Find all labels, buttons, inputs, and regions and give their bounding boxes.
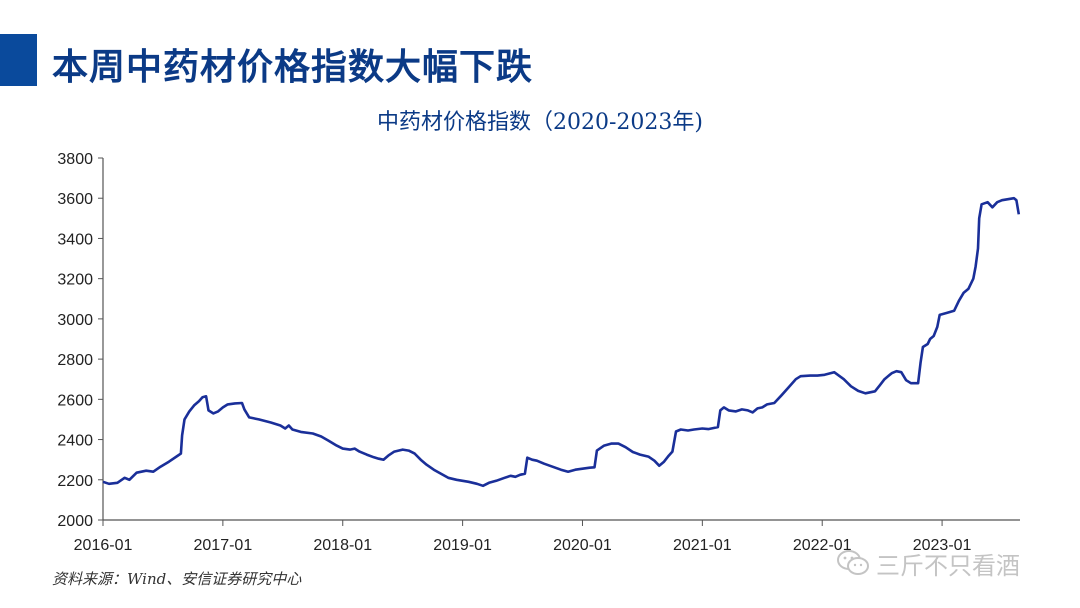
y-tick-label: 3800 [57, 151, 93, 168]
source-note: 资料来源：Wind、安信证券研究中心 [52, 570, 302, 588]
y-tick-label: 3200 [57, 272, 93, 289]
watermark: 三斤不只看酒 [836, 546, 1020, 580]
chart-title: 中药材价格指数（2020-2023年) [377, 110, 703, 135]
x-tick-label: 2022-01 [793, 537, 852, 554]
y-tick-label: 3400 [57, 231, 93, 248]
x-tick-label: 2018-01 [313, 537, 372, 554]
y-tick-label: 3000 [57, 312, 93, 329]
x-tick-label: 2016-01 [74, 537, 133, 554]
x-tick-label: 2021-01 [673, 537, 732, 554]
y-ticks: 2000 2200 2400 2600 2800 3000 3200 3400 3600 3800 [57, 151, 103, 530]
y-tick-label: 2800 [57, 352, 93, 369]
x-tick-label: 2020-01 [553, 537, 612, 554]
y-tick-label: 2400 [57, 433, 93, 450]
x-tick-label: 2019-01 [433, 537, 492, 554]
x-tick-label: 2017-01 [194, 537, 253, 554]
series-line [102, 196, 1021, 488]
y-tick-label: 2200 [57, 473, 93, 490]
watermark-text: 三斤不只看酒 [876, 551, 1020, 580]
wechat-icon [837, 550, 869, 575]
title-accent-bar [0, 34, 37, 86]
y-tick-label: 2600 [57, 392, 93, 409]
page-title: 本周中药材价格指数大幅下跌 [52, 46, 534, 88]
x-ticks: 2016-01 2017-01 2018-01 2019-01 2020-01 2021-… [74, 520, 972, 554]
y-tick-label: 2000 [57, 513, 93, 530]
x-tick-label: 2023-01 [913, 537, 972, 554]
series-group [102, 196, 1021, 488]
y-tick-label: 3600 [57, 191, 93, 208]
